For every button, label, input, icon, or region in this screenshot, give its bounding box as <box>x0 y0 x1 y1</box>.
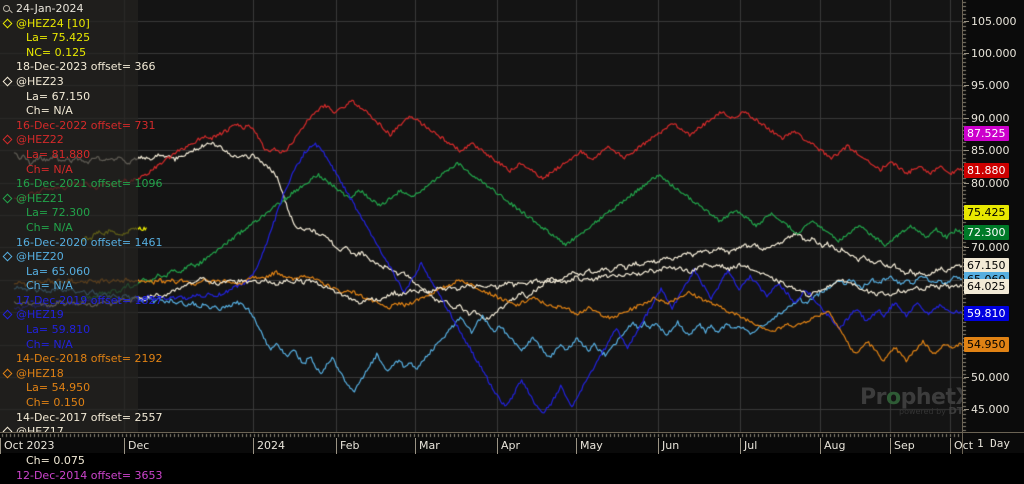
price-tag[interactable]: 72.300 <box>964 225 1009 241</box>
time-axis-label: Mar <box>415 438 440 454</box>
legend-last-price: La= 67.150 <box>26 89 91 103</box>
price-axis-tick-label: 90.000 <box>971 111 1010 125</box>
legend-symbol-label: @HEZ19 <box>16 308 64 322</box>
price-tag[interactable]: 64.025 <box>964 278 1009 294</box>
legend-last-price: La= 81.880 <box>26 147 91 161</box>
time-axis[interactable]: Oct 2023 Dec 2024 Feb Mar Apr May Jun Jul Aug Sep O… <box>0 432 1024 454</box>
time-axis-label: May <box>576 438 603 454</box>
legend-change: Ch= N/A <box>26 162 73 176</box>
legend-change: NC= 0.125 <box>26 45 87 59</box>
price-axis-tick-label: 95.000 <box>971 79 1010 93</box>
time-axis-label: 2024 <box>253 438 285 454</box>
legend-symbol-label: @HEZ20 <box>16 250 64 264</box>
legend-last-price: La= 54.950 <box>26 381 91 395</box>
price-axis-tick-label: 80.000 <box>971 176 1010 190</box>
price-axis-tick: 70.000 <box>963 241 1024 254</box>
price-axis-tick: 50.000 <box>963 371 1024 384</box>
interval-label[interactable]: 1 Day <box>976 437 1011 450</box>
legend-symbol-row[interactable]: @HEZ19 <box>0 308 138 323</box>
price-axis-tick-label: 85.000 <box>971 144 1010 158</box>
price-tag[interactable]: 54.950 <box>964 337 1009 353</box>
price-axis-tick-label: 45.000 <box>971 403 1010 417</box>
price-axis-tick: 90.000 <box>963 112 1024 125</box>
legend-group-header: 14-Dec-2018 offset= 2192 <box>16 352 163 366</box>
legend-symbol-label: @HEZ18 <box>16 366 64 380</box>
legend-group-header: 17-Dec-2019 offset= 1827 <box>16 293 163 307</box>
cursor-date-label: 24-Jan-2024 <box>16 2 84 15</box>
legend-symbol-row[interactable]: @HEZ24 [10] <box>0 17 138 32</box>
time-axis-label: Feb <box>336 438 359 454</box>
legend-symbol-label: @HEZ24 [10] <box>16 16 90 30</box>
legend-change: Ch= N/A <box>26 104 73 118</box>
legend-group-header: 16-Dec-2022 offset= 731 <box>16 118 156 132</box>
time-axis-label: Jun <box>658 438 679 454</box>
time-axis-label: Aug <box>820 438 845 454</box>
price-axis-tick-label: 105.000 <box>971 14 1017 28</box>
time-axis-ruler <box>0 433 962 438</box>
legend-last-price: La= 59.810 <box>26 323 91 337</box>
legend-symbol-row[interactable]: @HEZ23 <box>0 75 138 90</box>
price-axis-tick: 85.000 <box>963 144 1024 157</box>
legend-symbol-row[interactable]: @HEZ21 <box>0 192 138 207</box>
time-axis-label: Sep <box>890 438 915 454</box>
prophetx-chart-window: ProphetX powered by DTN 24-Jan-2024 @HEZ… <box>0 0 1024 453</box>
price-axis-tick-label: 100.000 <box>971 47 1017 61</box>
legend-group-header: 16-Dec-2020 offset= 1461 <box>16 235 163 249</box>
series-legend-panel[interactable]: 24-Jan-2024 @HEZ24 [10] La= 75.425 NC= 0.1… <box>0 0 163 482</box>
legend-symbol-label: @HEZ22 <box>16 133 64 147</box>
price-tag[interactable]: 81.880 <box>964 162 1009 178</box>
legend-last-price: La= 65.060 <box>26 264 91 278</box>
legend-symbol-row[interactable]: @HEZ22 <box>0 133 138 148</box>
price-axis-tick-label: 70.000 <box>971 241 1010 255</box>
time-axis-label: Dec <box>124 438 149 454</box>
legend-symbol-row[interactable]: @HEZ20 <box>0 250 138 265</box>
diamond-icon <box>2 193 13 204</box>
price-axis-tick-label: 50.000 <box>971 370 1010 384</box>
price-tag[interactable]: 67.150 <box>964 258 1009 274</box>
price-axis-tick: 45.000 <box>963 403 1024 416</box>
price-tag[interactable]: 87.525 <box>964 126 1009 142</box>
axis-corner <box>962 433 963 454</box>
price-axis-tick: 95.000 <box>963 79 1024 92</box>
price-tag[interactable]: 59.810 <box>964 305 1009 321</box>
diamond-icon <box>2 18 13 29</box>
cursor-date-row: 24-Jan-2024 <box>0 2 138 17</box>
legend-symbol-row[interactable]: @HEZ18 <box>0 367 138 382</box>
legend-symbol-label: @HEZ23 <box>16 74 64 88</box>
legend-last-price: La= 72.300 <box>26 206 91 220</box>
price-tag[interactable]: 75.425 <box>964 204 1009 220</box>
diamond-icon <box>2 310 13 320</box>
legend-group-header: 16-Dec-2021 offset= 1096 <box>16 177 163 191</box>
watermark-text: ProphetX <box>860 385 962 410</box>
legend-symbol-label: @HEZ21 <box>16 191 64 205</box>
price-axis-tick: 100.000 <box>963 47 1024 60</box>
watermark-subtext: powered by DTN <box>899 406 962 417</box>
diamond-icon <box>2 76 13 87</box>
price-axis[interactable]: 105.000 100.000 95.000 90.000 85.000 80.000 75… <box>962 0 1024 432</box>
time-axis-label: Apr <box>497 438 520 454</box>
diamond-icon <box>2 368 13 379</box>
chart-series-lines <box>0 0 962 432</box>
legend-change: Ch= N/A <box>26 337 73 351</box>
time-axis-label: Jul <box>740 438 757 454</box>
legend-group-header: 14-Dec-2017 offset= 2557 <box>16 410 163 424</box>
price-axis-tick: 80.000 <box>963 177 1024 190</box>
diamond-icon <box>2 251 13 262</box>
prophetx-watermark: ProphetX powered by DTN <box>860 385 962 417</box>
legend-change: Ch= N/A <box>26 220 73 234</box>
legend-change: Ch= N/A <box>26 279 73 293</box>
diamond-icon <box>2 134 13 145</box>
time-axis-label: Oct <box>950 438 973 454</box>
time-axis-label: Oct 2023 <box>0 438 55 454</box>
magnifier-icon <box>3 5 10 12</box>
legend-group-header: 12-Dec-2014 offset= 3653 <box>16 469 163 482</box>
chart-plot-area[interactable]: ProphetX powered by DTN <box>0 0 962 432</box>
legend-change: Ch= 0.075 <box>26 454 85 468</box>
legend-group-header: 18-Dec-2023 offset= 366 <box>16 60 156 74</box>
price-axis-tick: 105.000 <box>963 15 1024 28</box>
legend-last-price: La= 75.425 <box>26 31 91 45</box>
legend-change: Ch= 0.150 <box>26 396 85 410</box>
